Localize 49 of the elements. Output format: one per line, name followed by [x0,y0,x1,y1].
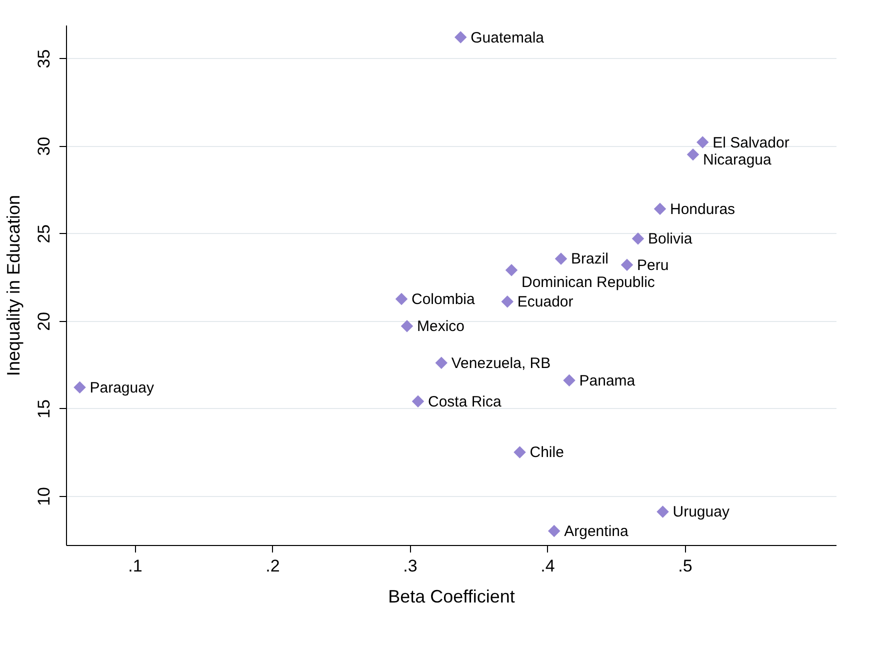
y-tick-label: 10 [34,487,54,506]
point [435,356,448,370]
y-axis-title: Inequality in Education [4,194,24,376]
point [395,292,408,306]
y-tick-label: 20 [34,312,54,331]
point [656,506,669,518]
point [563,374,576,387]
point [454,31,467,44]
annotation: Chile [530,444,564,462]
x-tick-label: .2 [266,556,280,576]
point [554,252,568,265]
annotation: Brazil [571,250,609,268]
annotation: Costa Rica [428,393,502,410]
annotation: Panama [579,372,636,390]
annotation: Venezuela, RB [451,354,551,372]
annotation: Peru [637,256,669,274]
point [74,381,86,394]
point [696,136,709,148]
annotation: Argentina [564,522,629,540]
x-tick-label: .1 [128,556,142,576]
point [548,524,560,538]
annotation: Uruguay [672,504,730,521]
x-axis-title: Beta Coefficient [388,586,515,606]
point [400,320,414,332]
point [620,258,634,271]
annotation: Ecuador [517,294,574,311]
annotation: Paraguay [90,379,154,396]
y-tick-label: 25 [34,224,54,244]
annotation: Dominican Republic [522,274,656,291]
x-tick-label: .5 [678,556,692,576]
y-tick-label: 30 [34,136,54,156]
annotation: Mexico [417,318,465,336]
annotation: Honduras [670,200,736,218]
y-tick-label: 35 [34,49,54,68]
point [501,296,514,308]
annotation: Colombia [412,291,476,308]
point [632,232,644,245]
point [514,446,526,458]
point [412,395,424,408]
point [654,202,666,215]
point [505,264,518,276]
annotation: Bolivia [648,230,693,248]
x-tick-label: .4 [540,556,555,576]
y-tick-label: 15 [34,399,54,418]
point [686,148,700,161]
annotation: El Salvador [712,134,790,152]
annotation: Guatemala [470,29,545,46]
x-tick-label: .3 [403,556,418,576]
annotation: Nicaragua [703,151,772,168]
